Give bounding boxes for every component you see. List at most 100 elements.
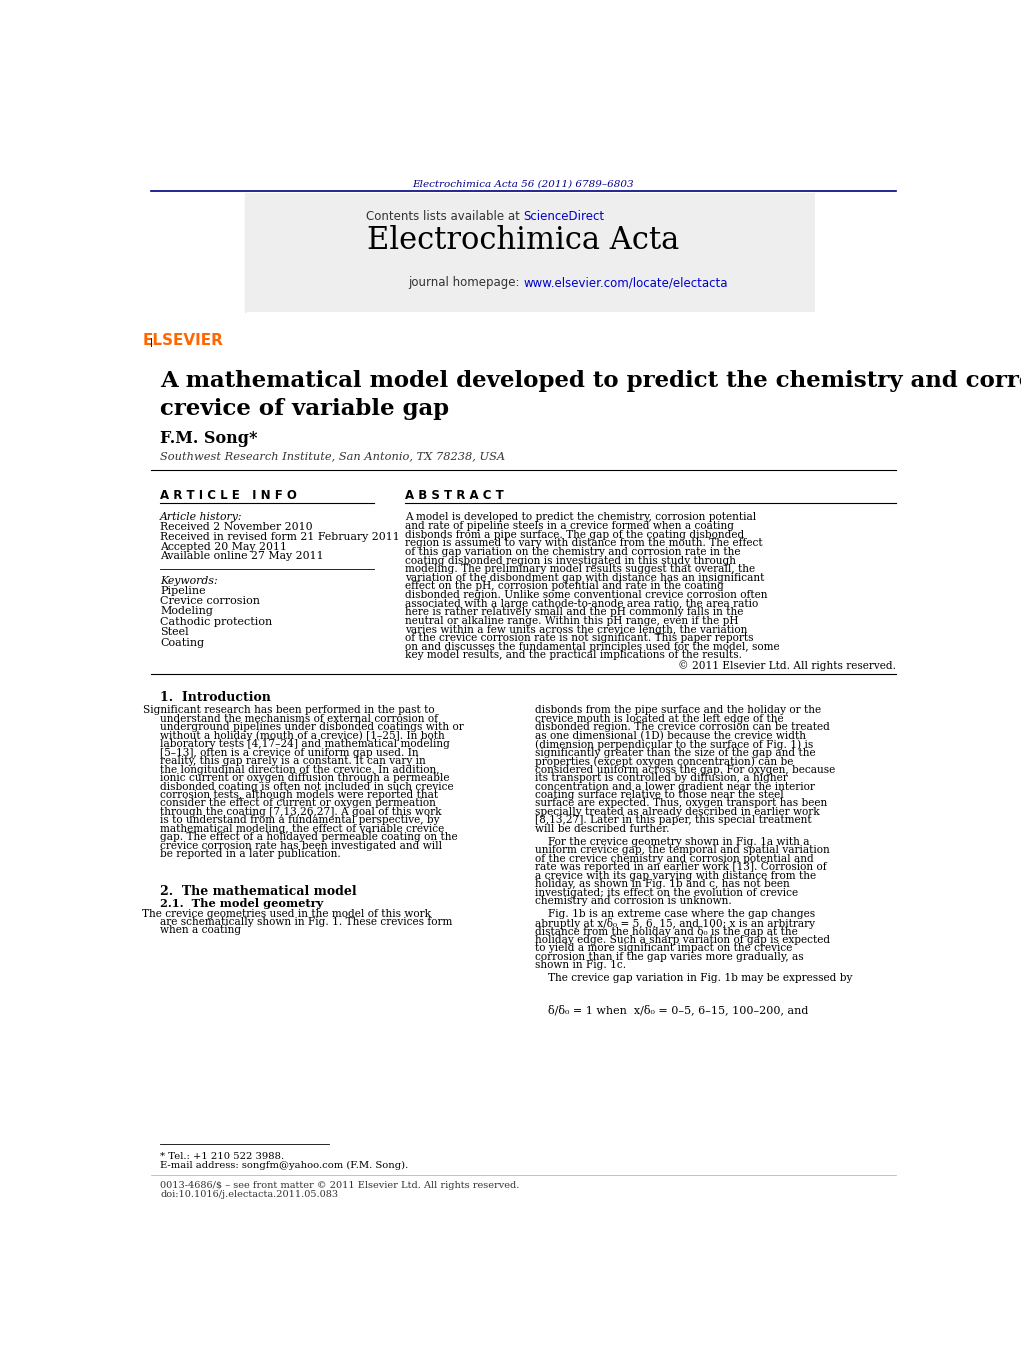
Text: modeling. The preliminary model results suggest that overall, the: modeling. The preliminary model results … xyxy=(405,565,756,574)
Text: concentration and a lower gradient near the interior: concentration and a lower gradient near … xyxy=(535,781,815,792)
Text: of the crevice chemistry and corrosion potential and: of the crevice chemistry and corrosion p… xyxy=(535,854,814,863)
Text: Fig. 1b is an extreme case where the gap changes: Fig. 1b is an extreme case where the gap… xyxy=(548,909,816,919)
Text: disbonded region. The crevice corrosion can be treated: disbonded region. The crevice corrosion … xyxy=(535,723,829,732)
Text: disbonds from a pipe surface. The gap of the coating disbonded: disbonds from a pipe surface. The gap of… xyxy=(405,530,744,539)
Text: doi:10.1016/j.electacta.2011.05.083: doi:10.1016/j.electacta.2011.05.083 xyxy=(160,1190,338,1200)
Text: 1.  Introduction: 1. Introduction xyxy=(160,692,271,704)
Text: uniform crevice gap, the temporal and spatial variation: uniform crevice gap, the temporal and sp… xyxy=(535,846,829,855)
Text: will be described further.: will be described further. xyxy=(535,824,669,834)
Text: chemistry and corrosion is unknown.: chemistry and corrosion is unknown. xyxy=(535,896,731,907)
Text: mathematical modeling, the effect of variable crevice: mathematical modeling, the effect of var… xyxy=(160,824,444,834)
Text: the longitudinal direction of the crevice. In addition,: the longitudinal direction of the crevic… xyxy=(160,765,440,774)
Text: Significant research has been performed in the past to: Significant research has been performed … xyxy=(143,705,435,715)
Text: Coating: Coating xyxy=(160,638,204,647)
Text: ionic current or oxygen diffusion through a permeable: ionic current or oxygen diffusion throug… xyxy=(160,773,449,784)
Text: A mathematical model developed to predict the chemistry and corrosion rate in a
: A mathematical model developed to predic… xyxy=(160,370,1021,420)
Text: A B S T R A C T: A B S T R A C T xyxy=(405,489,503,501)
Text: The crevice geometries used in the model of this work: The crevice geometries used in the model… xyxy=(142,909,431,919)
Text: Keywords:: Keywords: xyxy=(160,576,217,585)
Text: corrosion tests, although models were reported that: corrosion tests, although models were re… xyxy=(160,790,438,800)
Text: distance from the holiday and δ₀ is the gap at the: distance from the holiday and δ₀ is the … xyxy=(535,927,797,938)
Text: δ/δ₀ = 1 when  x/δ₀ = 0–5, 6–15, 100–200, and: δ/δ₀ = 1 when x/δ₀ = 0–5, 6–15, 100–200,… xyxy=(548,1005,809,1016)
Text: coating disbonded region is investigated in this study through: coating disbonded region is investigated… xyxy=(405,555,736,566)
Text: region is assumed to vary with distance from the mouth. The effect: region is assumed to vary with distance … xyxy=(405,538,763,549)
Text: significantly greater than the size of the gap and the: significantly greater than the size of t… xyxy=(535,747,815,758)
Text: properties (except oxygen concentration) can be: properties (except oxygen concentration)… xyxy=(535,757,793,766)
Text: The crevice gap variation in Fig. 1b may be expressed by: The crevice gap variation in Fig. 1b may… xyxy=(548,973,853,984)
Text: Electrochimica Acta: Electrochimica Acta xyxy=(368,226,679,257)
Text: disbonded coating is often not included in such crevice: disbonded coating is often not included … xyxy=(160,781,453,792)
Text: © 2011 Elsevier Ltd. All rights reserved.: © 2011 Elsevier Ltd. All rights reserved… xyxy=(678,661,895,671)
Text: holiday, as shown in Fig. 1b and c, has not been: holiday, as shown in Fig. 1b and c, has … xyxy=(535,880,789,889)
Text: varies within a few units across the crevice length, the variation: varies within a few units across the cre… xyxy=(405,624,747,635)
Text: as one dimensional (1D) because the crevice width: as one dimensional (1D) because the crev… xyxy=(535,731,806,740)
Text: associated with a large cathode-to-anode area ratio, the area ratio: associated with a large cathode-to-anode… xyxy=(405,598,759,609)
Text: Article history:: Article history: xyxy=(160,512,243,523)
Text: crevice corrosion rate has been investigated and will: crevice corrosion rate has been investig… xyxy=(160,840,442,851)
Text: A model is developed to predict the chemistry, corrosion potential: A model is developed to predict the chem… xyxy=(405,512,757,523)
Text: gap. The effect of a holidayed permeable coating on the: gap. The effect of a holidayed permeable… xyxy=(160,832,457,842)
Text: A R T I C L E   I N F O: A R T I C L E I N F O xyxy=(160,489,297,501)
Text: and rate of pipeline steels in a crevice formed when a coating: and rate of pipeline steels in a crevice… xyxy=(405,521,734,531)
Text: key model results, and the practical implications of the results.: key model results, and the practical imp… xyxy=(405,650,742,661)
Text: Pipeline: Pipeline xyxy=(160,585,206,596)
Text: consider the effect of current or oxygen permeation: consider the effect of current or oxygen… xyxy=(160,798,436,808)
Text: 2.1.  The model geometry: 2.1. The model geometry xyxy=(160,898,324,909)
Text: disbonds from the pipe surface and the holiday or the: disbonds from the pipe surface and the h… xyxy=(535,705,821,715)
Text: Received in revised form 21 February 2011: Received in revised form 21 February 201… xyxy=(160,532,400,542)
Text: reality, this gap rarely is a constant. It can vary in: reality, this gap rarely is a constant. … xyxy=(160,757,426,766)
Text: (dimension perpendicular to the surface of Fig. 1) is: (dimension perpendicular to the surface … xyxy=(535,739,813,750)
Text: Electrochimica Acta 56 (2011) 6789–6803: Electrochimica Acta 56 (2011) 6789–6803 xyxy=(412,180,634,188)
Text: holiday edge. Such a sharp variation of gap is expected: holiday edge. Such a sharp variation of … xyxy=(535,935,830,944)
Text: crevice mouth is located at the left edge of the: crevice mouth is located at the left edg… xyxy=(535,713,783,724)
Text: Received 2 November 2010: Received 2 November 2010 xyxy=(160,523,312,532)
Text: of this gap variation on the chemistry and corrosion rate in the: of this gap variation on the chemistry a… xyxy=(405,547,740,557)
Text: * Tel.: +1 210 522 3988.: * Tel.: +1 210 522 3988. xyxy=(160,1151,284,1161)
Text: Steel: Steel xyxy=(160,627,189,638)
Text: Available online 27 May 2011: Available online 27 May 2011 xyxy=(160,551,324,562)
Text: [5–13], often is a crevice of uniform gap used. In: [5–13], often is a crevice of uniform ga… xyxy=(160,747,419,758)
Text: underground pipelines under disbonded coatings with or: underground pipelines under disbonded co… xyxy=(160,723,464,732)
Text: on and discusses the fundamental principles used for the model, some: on and discusses the fundamental princip… xyxy=(405,642,780,651)
Text: ScienceDirect: ScienceDirect xyxy=(523,209,604,223)
Text: surface are expected. Thus, oxygen transport has been: surface are expected. Thus, oxygen trans… xyxy=(535,798,827,808)
Text: when a coating: when a coating xyxy=(160,925,241,935)
Text: 0013-4686/$ – see front matter © 2011 Elsevier Ltd. All rights reserved.: 0013-4686/$ – see front matter © 2011 El… xyxy=(160,1181,520,1190)
Text: understand the mechanisms of external corrosion of: understand the mechanisms of external co… xyxy=(160,713,438,724)
Text: variation of the disbondment gap with distance has an insignificant: variation of the disbondment gap with di… xyxy=(405,573,765,582)
Text: Cathodic protection: Cathodic protection xyxy=(160,617,273,627)
Text: E-mail address: songfm@yahoo.com (F.M. Song).: E-mail address: songfm@yahoo.com (F.M. S… xyxy=(160,1161,408,1170)
Text: considered uniform across the gap. For oxygen, because: considered uniform across the gap. For o… xyxy=(535,765,835,774)
Text: a crevice with its gap varying with distance from the: a crevice with its gap varying with dist… xyxy=(535,871,816,881)
Text: investigated; its effect on the evolution of crevice: investigated; its effect on the evolutio… xyxy=(535,888,797,898)
Text: be reported in a later publication.: be reported in a later publication. xyxy=(160,850,341,859)
Text: For the crevice geometry shown in Fig. 1a with a: For the crevice geometry shown in Fig. 1… xyxy=(548,838,810,847)
Text: ELSEVIER: ELSEVIER xyxy=(143,334,224,349)
Text: of the crevice corrosion rate is not significant. This paper reports: of the crevice corrosion rate is not sig… xyxy=(405,634,753,643)
Text: Southwest Research Institute, San Antonio, TX 78238, USA: Southwest Research Institute, San Antoni… xyxy=(160,451,505,461)
Text: laboratory tests [4,17–24] and mathematical modeling: laboratory tests [4,17–24] and mathemati… xyxy=(160,739,450,750)
Text: shown in Fig. 1c.: shown in Fig. 1c. xyxy=(535,961,626,970)
Bar xyxy=(245,193,815,312)
Text: Accepted 20 May 2011: Accepted 20 May 2011 xyxy=(160,542,287,551)
Text: coating surface relative to those near the steel: coating surface relative to those near t… xyxy=(535,790,783,800)
Text: is to understand from a fundamental perspective, by: is to understand from a fundamental pers… xyxy=(160,816,440,825)
Text: effect on the pH, corrosion potential and rate in the coating: effect on the pH, corrosion potential an… xyxy=(405,581,724,592)
Text: are schematically shown in Fig. 1. These crevices form: are schematically shown in Fig. 1. These… xyxy=(160,917,452,927)
Text: corrosion than if the gap varies more gradually, as: corrosion than if the gap varies more gr… xyxy=(535,951,804,962)
Text: abruptly at x/δ₀ = 5, 6, 15, and 100; x is an arbitrary: abruptly at x/δ₀ = 5, 6, 15, and 100; x … xyxy=(535,917,815,928)
Text: rate was reported in an earlier work [13]. Corrosion of: rate was reported in an earlier work [13… xyxy=(535,862,826,873)
Text: here is rather relatively small and the pH commonly falls in the: here is rather relatively small and the … xyxy=(405,608,743,617)
Text: specially treated as already described in earlier work: specially treated as already described i… xyxy=(535,807,819,817)
Text: journal homepage:: journal homepage: xyxy=(408,276,523,289)
Text: to yield a more significant impact on the crevice: to yield a more significant impact on th… xyxy=(535,943,792,954)
Text: www.elsevier.com/locate/electacta: www.elsevier.com/locate/electacta xyxy=(523,276,728,289)
Text: neutral or alkaline range. Within this pH range, even if the pH: neutral or alkaline range. Within this p… xyxy=(405,616,738,626)
Text: disbonded region. Unlike some conventional crevice corrosion often: disbonded region. Unlike some convention… xyxy=(405,590,768,600)
Text: F.M. Song*: F.M. Song* xyxy=(160,430,257,447)
Text: [8,13,27]. Later in this paper, this special treatment: [8,13,27]. Later in this paper, this spe… xyxy=(535,816,811,825)
Text: 2.  The mathematical model: 2. The mathematical model xyxy=(160,885,356,898)
Text: its transport is controlled by diffusion, a higher: its transport is controlled by diffusion… xyxy=(535,773,787,784)
Text: Contents lists available at: Contents lists available at xyxy=(366,209,523,223)
Text: without a holiday (mouth of a crevice) [1–25]. In both: without a holiday (mouth of a crevice) [… xyxy=(160,731,445,742)
